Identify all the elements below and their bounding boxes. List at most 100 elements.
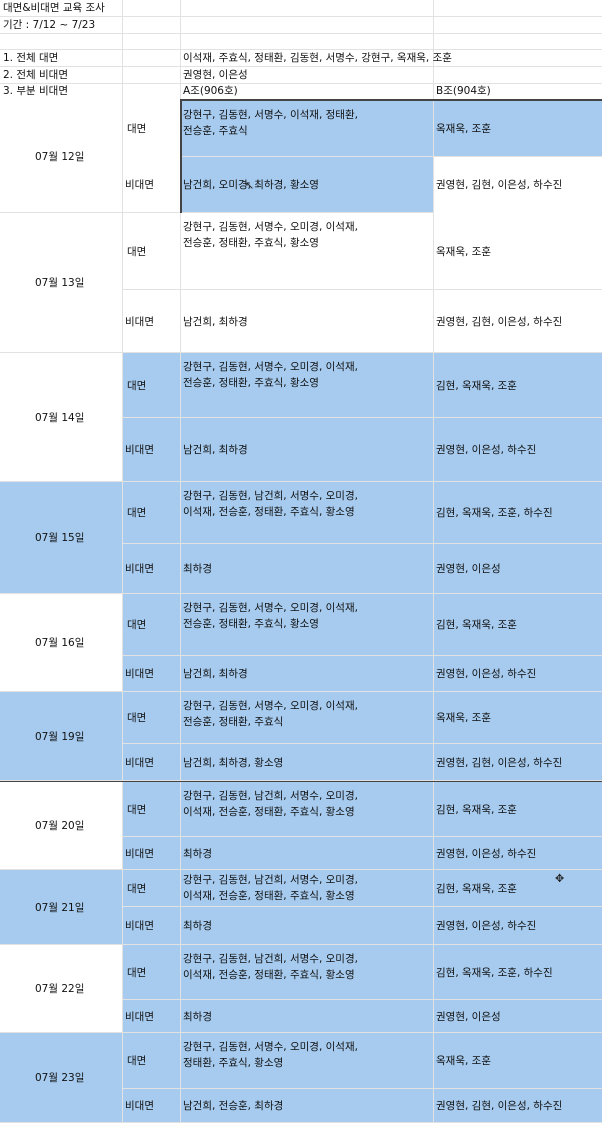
- group-a-in-person-names[interactable]: 전승훈, 주효식: [183, 125, 248, 137]
- summary-label-3: 3. 부분 비대면: [3, 85, 68, 97]
- group-b-remote-names[interactable]: 권영현, 이은성: [436, 1010, 501, 1023]
- group-a-in-person-names[interactable]: 이석재, 전승훈, 정태환, 주효식, 황소영: [183, 506, 355, 518]
- group-a-in-person-names[interactable]: 강현구, 김동현, 서명수, 오미경, 이석재,: [183, 221, 358, 233]
- group-a-header: A조(906호): [183, 85, 238, 97]
- group-b-remote-names[interactable]: 권영현, 김현, 이은성, 하수진: [436, 179, 563, 191]
- group-b-remote-names[interactable]: 권영현, 이은성: [436, 563, 501, 575]
- group-a-in-person-names[interactable]: 강현구, 김동현, 서명수, 오미경, 이석재,: [183, 1041, 358, 1053]
- in-person-row: [122, 482, 602, 544]
- remote-label: 비대면: [125, 668, 154, 680]
- group-a-remote-names[interactable]: 최하경: [183, 847, 212, 860]
- group-a-remote-names[interactable]: 남건희, 최하경: [183, 315, 248, 328]
- group-b-remote-names[interactable]: 권영현, 이은성, 하수진: [436, 920, 537, 932]
- group-b-in-person-names[interactable]: 김현, 옥재욱, 조훈: [436, 619, 517, 631]
- group-a-in-person-names[interactable]: 전승훈, 정태환, 주효식, 황소영: [183, 618, 319, 630]
- date-cell[interactable]: [0, 692, 122, 781]
- cell-divider: [433, 870, 434, 945]
- cell-divider: [122, 213, 123, 353]
- group-a-in-person-names[interactable]: 전승훈, 정태환, 주효식: [183, 716, 284, 728]
- group-a-in-person-names[interactable]: 강현구, 김동현, 남건희, 서명수, 오미경,: [183, 953, 358, 965]
- cell-divider: [122, 870, 123, 945]
- group-b-in-person-names[interactable]: 김현, 옥재욱, 조훈, 하수진: [436, 507, 553, 519]
- group-b-remote-names[interactable]: 권영현, 이은성, 하수진: [436, 444, 537, 456]
- move-cursor-icon: ✥: [555, 872, 565, 885]
- cell-divider: [122, 353, 123, 482]
- group-a-remote-names[interactable]: 남건희, 최하경: [183, 668, 248, 680]
- remote-row: [122, 656, 602, 692]
- in-person-label: 대면: [127, 803, 147, 816]
- cell-divider: [433, 353, 434, 482]
- group-b-in-person-names[interactable]: 옥재욱, 조훈: [436, 245, 491, 258]
- cell-divider: [433, 1033, 434, 1123]
- date-cell[interactable]: [0, 353, 122, 482]
- in-person-row: [122, 101, 602, 157]
- date-cell[interactable]: [0, 482, 122, 594]
- date-label: 07월 16일: [35, 637, 85, 649]
- cell-divider: [433, 945, 434, 1033]
- cell-divider: [180, 482, 181, 594]
- in-person-label: 대면: [127, 507, 147, 519]
- remote-label: 비대면: [125, 756, 154, 769]
- cell-divider: [180, 353, 181, 482]
- group-b-in-person-names[interactable]: 김현, 옥재욱, 조훈: [436, 379, 517, 392]
- date-label: 07월 12일: [35, 151, 85, 163]
- group-a-in-person-names[interactable]: 강현구, 김동현, 남건희, 서명수, 오미경,: [183, 490, 358, 502]
- group-a-in-person-names[interactable]: 강현구, 김동현, 서명수, 오미경, 이석재,: [183, 361, 358, 373]
- group-a-in-person-names[interactable]: 이석재, 전승훈, 정태환, 주효식, 황소영: [183, 806, 355, 818]
- cell-divider: [433, 692, 434, 781]
- group-a-in-person-names[interactable]: 강현구, 김동현, 서명수, 오미경, 이석재,: [183, 700, 358, 712]
- group-a-remote-names[interactable]: 최하경: [183, 563, 212, 575]
- date-cell[interactable]: [0, 782, 122, 870]
- group-a-in-person-names[interactable]: 정태환, 주효식, 황소영: [183, 1057, 284, 1069]
- in-person-label: 대면: [127, 123, 147, 135]
- summary-value-2: 권영현, 이은성: [183, 69, 248, 81]
- date-cell[interactable]: [0, 213, 122, 353]
- group-b-in-person-names[interactable]: 김현, 옥재욱, 조훈: [436, 803, 517, 816]
- group-a-in-person-names[interactable]: 강현구, 김동현, 서명수, 이석재, 정태환,: [183, 109, 358, 121]
- group-a-in-person-names[interactable]: 이석재, 전승훈, 정태환, 주효식, 황소영: [183, 890, 355, 902]
- date-cell[interactable]: [0, 594, 122, 692]
- group-a-remote-names[interactable]: 최하경: [183, 1010, 212, 1023]
- row-divider: [0, 83, 602, 84]
- cell-divider: [180, 1033, 181, 1123]
- in-person-row: [122, 692, 602, 744]
- cell-divider: [122, 101, 123, 213]
- group-a-remote-names[interactable]: 남건희, 최하경, 황소영: [183, 756, 284, 769]
- remote-label: 비대면: [125, 563, 154, 575]
- date-cell[interactable]: [0, 945, 122, 1033]
- in-person-row: [122, 782, 602, 837]
- group-b-in-person-names[interactable]: 옥재욱, 조훈: [436, 123, 491, 135]
- group-a-remote-names[interactable]: 남건희, 최하경: [183, 444, 248, 456]
- group-a-in-person-names[interactable]: 강현구, 김동현, 서명수, 오미경, 이석재,: [183, 602, 358, 614]
- group-a-in-person-names[interactable]: 강현구, 김동현, 남건희, 서명수, 오미경,: [183, 874, 358, 886]
- group-b-remote-names[interactable]: 권영현, 김현, 이은성, 하수진: [436, 315, 563, 328]
- date-cell[interactable]: [0, 1033, 122, 1123]
- group-b-in-person-names[interactable]: 김현, 옥재욱, 조훈: [436, 882, 517, 895]
- group-b-in-person-names[interactable]: 옥재욱, 조훈: [436, 712, 491, 724]
- in-person-label: 대면: [127, 882, 147, 895]
- remote-label: 비대면: [125, 1010, 154, 1023]
- group-a-remote-names[interactable]: 남건희, 오미경, 최하경, 황소영: [183, 179, 319, 191]
- in-person-row: [122, 213, 602, 290]
- group-b-remote-names[interactable]: 권영현, 이은성, 하수진: [436, 668, 537, 680]
- group-a-in-person-names[interactable]: 강현구, 김동현, 남건희, 서명수, 오미경,: [183, 790, 358, 802]
- group-b-remote-names[interactable]: 권영현, 김현, 이은성, 하수진: [436, 1100, 563, 1112]
- group-a-remote-names[interactable]: 최하경: [183, 920, 212, 932]
- group-a-in-person-names[interactable]: 이석재, 전승훈, 정태환, 주효식, 황소영: [183, 969, 355, 981]
- group-a-remote-names[interactable]: 남건희, 전승훈, 최하경: [183, 1100, 284, 1112]
- group-a-in-person-names[interactable]: 전승훈, 정태환, 주효식, 황소영: [183, 377, 319, 389]
- cell-divider: [433, 782, 434, 870]
- group-b-remote-names[interactable]: 권영현, 이은성, 하수진: [436, 847, 537, 860]
- group-b-in-person-names[interactable]: 옥재욱, 조훈: [436, 1055, 491, 1067]
- group-b-in-person-names[interactable]: 김현, 옥재욱, 조훈, 하수진: [436, 966, 553, 979]
- date-label: 07월 19일: [35, 730, 85, 743]
- date-cell[interactable]: [0, 101, 122, 213]
- date-cell[interactable]: [0, 870, 122, 945]
- cell-divider: [180, 213, 181, 353]
- in-person-label: 대면: [127, 379, 147, 392]
- group-b-header: B조(904호): [436, 85, 491, 97]
- group-b-remote-names[interactable]: 권영현, 김현, 이은성, 하수진: [436, 756, 563, 769]
- in-person-row: [122, 1033, 602, 1089]
- date-label: 07월 23일: [35, 1072, 85, 1084]
- group-a-in-person-names[interactable]: 전승훈, 정태환, 주효식, 황소영: [183, 237, 319, 249]
